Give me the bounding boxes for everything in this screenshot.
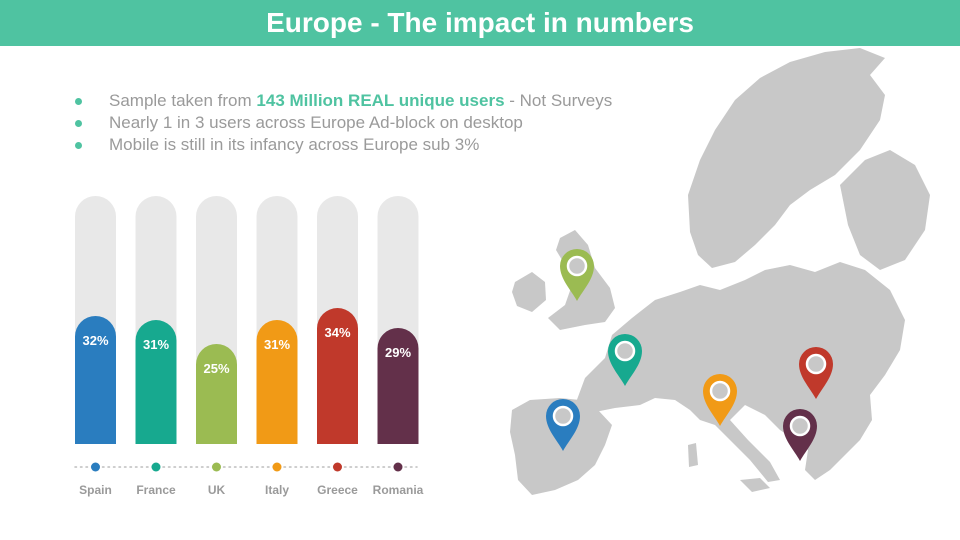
mainland-shape <box>575 262 905 482</box>
category-label: Italy <box>265 483 289 497</box>
bullet-text-suffix: - Not Surveys <box>504 91 613 110</box>
bar <box>75 315 116 444</box>
scandinavia-shape <box>688 48 885 268</box>
ireland-shape <box>512 272 546 312</box>
category-label: Greece <box>317 483 358 497</box>
map-pin-icon <box>703 374 737 426</box>
sicily-shape <box>740 478 770 492</box>
category-label: France <box>136 483 176 497</box>
map-pin-icon <box>546 399 580 451</box>
data-label: 31% <box>264 337 290 352</box>
bar <box>317 308 358 444</box>
bar <box>196 344 237 444</box>
map-pin-icon <box>783 409 817 461</box>
bar <box>377 328 419 444</box>
bullet-icon <box>75 142 82 149</box>
bullet-text: Mobile is still in its infancy across Eu… <box>109 135 480 154</box>
category-dot-icon <box>151 462 161 472</box>
category-dot-icon <box>91 462 100 472</box>
bullet-icon <box>75 120 82 127</box>
bullet-item: Nearly 1 in 3 users across Europe Ad-blo… <box>72 112 612 134</box>
category-label: UK <box>208 483 226 497</box>
map-pin-icon <box>608 334 642 386</box>
bullet-highlight: 143 Million REAL unique users <box>256 91 505 110</box>
bullet-item: Mobile is still in its infancy across Eu… <box>72 134 612 156</box>
category-label: Romania <box>373 483 424 497</box>
data-label: 34% <box>324 325 350 340</box>
bullet-list: Sample taken from 143 Million REAL uniqu… <box>72 90 612 156</box>
category-dot-icon <box>393 462 403 472</box>
sardinia-shape <box>688 443 698 467</box>
map-pin-icon <box>560 249 594 301</box>
header-bar: Europe - The impact in numbers <box>0 0 960 46</box>
data-label: 31% <box>143 337 169 352</box>
data-label: 25% <box>203 361 229 376</box>
category-dot-icon <box>212 462 221 472</box>
data-label: 29% <box>385 345 411 360</box>
bar <box>135 320 177 444</box>
bullet-item: Sample taken from 143 Million REAL uniqu… <box>72 90 612 112</box>
category-dot-icon <box>333 462 342 472</box>
bullet-icon <box>75 98 82 105</box>
finland-shape <box>840 150 930 270</box>
category-label: Spain <box>79 483 112 497</box>
bullet-text: Sample taken from <box>109 91 257 110</box>
map-pin-icon <box>799 347 833 399</box>
category-dot-icon <box>272 462 282 472</box>
bar-chart: 32% Spain 31% France 25% UK 31% Italy 34% Greece 2… <box>74 195 424 497</box>
data-label: 32% <box>82 333 108 348</box>
bullet-text: Nearly 1 in 3 users across Europe Ad-blo… <box>109 113 523 132</box>
page-title: Europe - The impact in numbers <box>266 7 694 38</box>
bar <box>256 319 298 444</box>
